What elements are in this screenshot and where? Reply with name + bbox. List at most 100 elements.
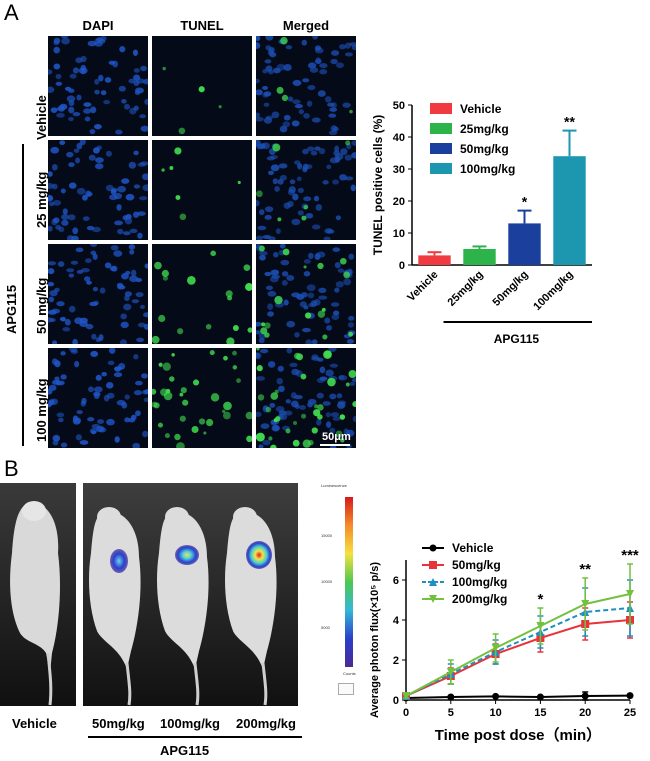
line-series-3 bbox=[405, 593, 631, 697]
micrograph-r3-c1 bbox=[152, 348, 252, 448]
bar-0 bbox=[418, 255, 451, 265]
bar-3 bbox=[553, 156, 586, 265]
line-legend-label-1: 50mg/kg bbox=[452, 558, 501, 572]
micrograph-r0-c2 bbox=[256, 36, 356, 136]
bar-legend-label-3: 100mg/kg bbox=[460, 162, 515, 176]
micrograph-r2-c2 bbox=[256, 244, 356, 344]
group-label-apg115-a: APG115 bbox=[4, 284, 19, 334]
micrograph-r1-c1 bbox=[152, 140, 252, 240]
row-label-50: 50 mg/kg bbox=[34, 277, 49, 334]
line-xlabel: Time post dose（min） bbox=[435, 726, 601, 744]
line-legend-marker-3 bbox=[429, 595, 437, 603]
mouse-label-100: 100mg/kg bbox=[160, 716, 220, 731]
micrograph-r2-c0 bbox=[48, 244, 148, 344]
line-ytick-label: 4 bbox=[393, 615, 400, 627]
line-point-3-0 bbox=[402, 692, 410, 700]
line-legend-marker-0 bbox=[429, 544, 437, 552]
column-header-dapi: DAPI bbox=[82, 18, 114, 33]
colorbar-tick-2: 10000 bbox=[321, 579, 333, 584]
line-legend-marker-2 bbox=[429, 578, 437, 586]
panel-b-letter: B bbox=[4, 456, 19, 481]
line-ytick-label: 2 bbox=[393, 655, 399, 667]
tunel-bar-chart: 0 10 20 30 40 50 TUNEL positive cells (%) Vehic… bbox=[371, 100, 592, 346]
bar-category-3: 100mg/kg bbox=[531, 269, 575, 313]
bar-group-label: APG115 bbox=[494, 332, 540, 346]
bar-category-1: 25mg/kg bbox=[446, 269, 486, 309]
row-label-100: 100 mg/kg bbox=[34, 378, 49, 442]
line-xtick-label: 25 bbox=[624, 707, 636, 719]
row-label-25: 25 mg/kg bbox=[34, 171, 49, 228]
line-ytick-label: 0 bbox=[393, 695, 399, 707]
bar-legend-swatch-3 bbox=[430, 163, 452, 174]
bar-legend-swatch-2 bbox=[430, 143, 452, 154]
column-header-tunel: TUNEL bbox=[180, 18, 224, 33]
line-point-3-5 bbox=[626, 590, 634, 598]
line-xtick-label: 20 bbox=[579, 707, 591, 719]
line-point-3-4 bbox=[581, 600, 590, 608]
line-xtick-label: 0 bbox=[403, 707, 409, 719]
micrograph-r1-c0 bbox=[48, 140, 148, 240]
colorbar-gradient bbox=[345, 497, 353, 667]
micrograph-r0-c1 bbox=[152, 36, 252, 136]
line-legend-label-2: 100mg/kg bbox=[452, 575, 507, 589]
line-legend-label-3: 200mg/kg bbox=[452, 592, 507, 606]
colorbar-tick-3: 5000 bbox=[321, 625, 330, 630]
line-legend-label-0: Vehicle bbox=[452, 541, 494, 555]
line-ytick-label: 6 bbox=[393, 575, 399, 587]
line-series-0 bbox=[405, 694, 631, 699]
mouse-label-200: 200mg/kg bbox=[236, 716, 296, 731]
photo-vehicle-mouse bbox=[0, 483, 76, 706]
bar-ytick-label: 50 bbox=[393, 100, 405, 112]
photo-treated-mice bbox=[83, 483, 298, 706]
bar-category-2: 50mg/kg bbox=[491, 269, 531, 309]
bar-significance-2: * bbox=[522, 194, 528, 210]
micrograph-r2-c1 bbox=[152, 244, 252, 344]
mouse-label-50: 50mg/kg bbox=[92, 716, 145, 731]
bar-ytick-label: 40 bbox=[393, 132, 405, 144]
micrograph-r0-c0 bbox=[48, 36, 148, 136]
bar-legend-swatch-1 bbox=[430, 123, 452, 134]
bar-legend-label-1: 25mg/kg bbox=[460, 122, 509, 136]
luminescence-colorbar: Luminescence 15000 10000 5000 Counts bbox=[303, 483, 356, 706]
bar-ytick-label: 20 bbox=[393, 196, 405, 208]
group-label-apg115-b: APG115 bbox=[160, 743, 210, 758]
bar-legend-swatch-0 bbox=[430, 103, 452, 114]
photon-flux-line-chart: 0 2 4 6 0 5 10 15 20 25 Time post dose（min） Average… bbox=[369, 541, 639, 744]
group-bracket-line bbox=[22, 144, 24, 446]
line-point-0-4 bbox=[581, 692, 589, 700]
bar-significance-3: ** bbox=[564, 114, 575, 130]
line-legend-marker-1 bbox=[429, 561, 437, 569]
row-label-vehicle: Vehicle bbox=[34, 95, 49, 140]
group-bracket-b bbox=[88, 736, 302, 738]
bar-category-0: Vehicle bbox=[405, 269, 440, 304]
line-series-2 bbox=[405, 607, 631, 697]
bar-ylabel: TUNEL positive cells (%) bbox=[371, 115, 385, 255]
bar-2 bbox=[508, 223, 541, 265]
line-point-3-1 bbox=[446, 668, 455, 676]
colorbar-scale-box bbox=[338, 683, 354, 695]
micrograph-r3-c2 bbox=[256, 348, 356, 448]
line-significance-0: * bbox=[537, 591, 543, 608]
bar-ytick-label: 10 bbox=[393, 228, 405, 240]
colorbar-caption: Counts bbox=[343, 671, 356, 676]
line-point-0-1 bbox=[447, 693, 455, 701]
bar-ytick-label: 0 bbox=[399, 260, 405, 272]
line-significance-1: ** bbox=[579, 561, 591, 578]
line-series-1 bbox=[405, 619, 631, 697]
colorbar-tick-1: 15000 bbox=[321, 533, 333, 538]
bar-ytick-label: 30 bbox=[393, 164, 405, 176]
line-point-3-2 bbox=[491, 644, 500, 652]
column-header-merged: Merged bbox=[282, 18, 330, 33]
panel-a-letter: A bbox=[4, 0, 19, 25]
line-point-0-5 bbox=[626, 692, 634, 700]
colorbar-title: Luminescence bbox=[321, 483, 347, 488]
bar-legend-label-0: Vehicle bbox=[460, 102, 502, 116]
line-point-3-3 bbox=[536, 622, 545, 630]
line-ylabel: Average photon flux(×10⁵ p/s) bbox=[369, 562, 381, 718]
scale-bar bbox=[320, 444, 350, 446]
bar-legend-label-2: 50mg/kg bbox=[460, 142, 509, 156]
line-point-0-3 bbox=[536, 693, 544, 701]
line-xtick-label: 5 bbox=[448, 707, 454, 719]
line-xtick-label: 15 bbox=[534, 707, 546, 719]
line-point-0-2 bbox=[492, 692, 500, 700]
